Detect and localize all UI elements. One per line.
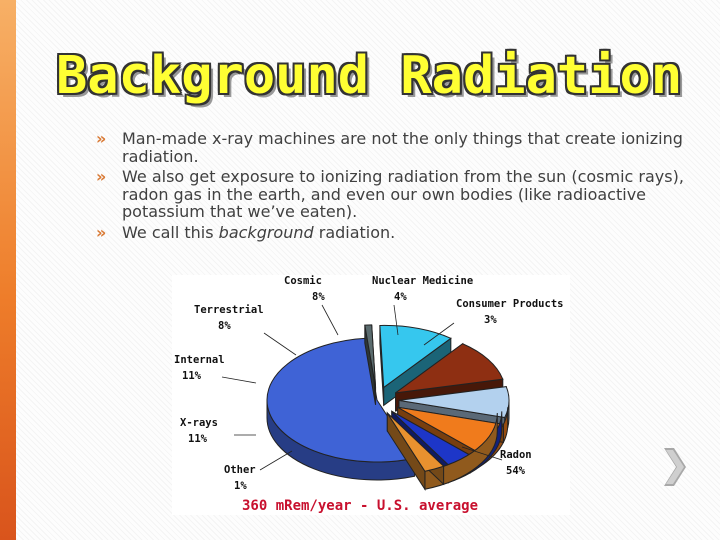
- slice-label-terrestrial: Terrestrial: [194, 304, 264, 316]
- left-accent-bar: [0, 0, 16, 540]
- slice-value-radon: 54%: [506, 465, 526, 477]
- leader-line-other: [259, 450, 293, 471]
- slice-label-x-rays: X-rays: [180, 417, 218, 429]
- pie-slice-x-rays: [379, 324, 452, 389]
- slice-value-terrestrial: 8%: [218, 320, 231, 332]
- leader-line-internal: [221, 376, 257, 384]
- bullet-item-2: » We also get exposure to ionizing radia…: [96, 168, 686, 221]
- slice-label-internal: Internal: [174, 354, 225, 366]
- slice-label-other: Other: [224, 464, 256, 476]
- bullet-marker: »: [96, 129, 107, 148]
- leader-line-nuclear-medicine: [393, 304, 399, 336]
- slice-label-consumer-products: Consumer Products: [456, 298, 563, 310]
- slice-value-other: 1%: [234, 480, 247, 492]
- leader-line-terrestrial: [263, 332, 297, 356]
- slide-title: Background Radiation: [56, 46, 683, 106]
- slice-value-internal: 11%: [182, 370, 202, 382]
- pie-slice-other: [364, 324, 377, 387]
- bullet-item-3: » We call this background radiation.: [96, 222, 686, 242]
- pie-slice-radon: [266, 337, 416, 463]
- slice-label-cosmic: Cosmic: [284, 275, 322, 287]
- pie-slice-consumer-products: [386, 412, 445, 472]
- chart-caption: 360 mRem/year - U.S. average: [242, 498, 478, 514]
- bullet-text-1: Man-made x-ray machines are not the only…: [122, 129, 683, 166]
- bullet-text-3-post: radiation.: [313, 222, 396, 242]
- bullet-text-3-emphasis: background: [218, 222, 314, 242]
- slice-label-nuclear-medicine: Nuclear Medicine: [372, 275, 473, 287]
- next-slide-chevron-right-icon[interactable]: [660, 446, 688, 488]
- bullet-list: » Man-made x-ray machines are not the on…: [96, 130, 686, 241]
- bullet-text-2: We also get exposure to ionizing radiati…: [122, 167, 684, 221]
- slice-value-nuclear-medicine: 4%: [394, 291, 407, 303]
- leader-line-consumer-products: [423, 322, 455, 346]
- radiation-pie-chart: Radon 54% Other 1% X-rays 11% Internal 11% Terre…: [172, 275, 570, 515]
- slice-value-consumer-products: 3%: [484, 314, 497, 326]
- bullet-item-1: » Man-made x-ray machines are not the on…: [96, 130, 686, 165]
- bullet-text-3-pre: We call this: [122, 222, 219, 242]
- slice-label-radon: Radon: [500, 449, 532, 461]
- slice-value-x-rays: 11%: [188, 433, 208, 445]
- pie-slice-terrestrial: [398, 386, 510, 419]
- leader-line-radon: [461, 446, 503, 461]
- leader-line-cosmic: [321, 304, 339, 336]
- pie-slice-internal: [395, 343, 504, 394]
- slice-value-cosmic: 8%: [312, 291, 325, 303]
- pie-chart-svg: Radon 54% Other 1% X-rays 11% Internal 11% Terre…: [174, 275, 563, 514]
- bullet-marker: »: [96, 222, 107, 242]
- bullet-marker: »: [96, 167, 107, 186]
